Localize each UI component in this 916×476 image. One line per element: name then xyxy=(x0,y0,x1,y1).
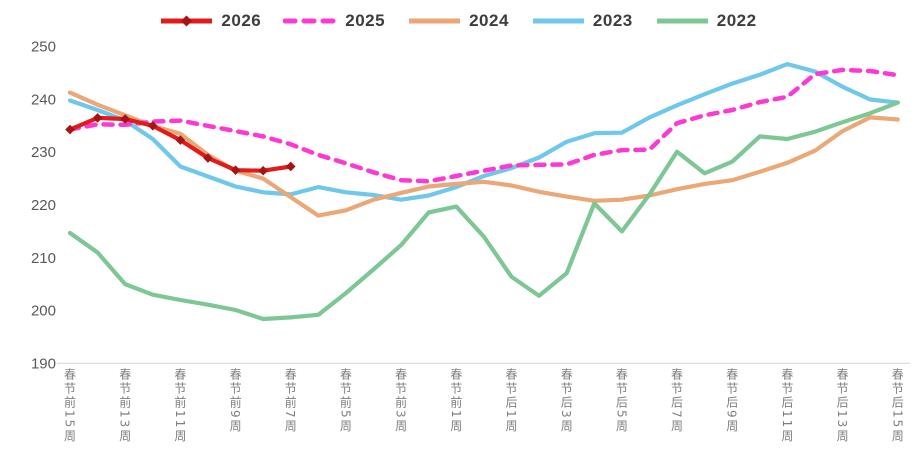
legend-item-2024: 2024 xyxy=(407,11,509,31)
data-point-marker-2026 xyxy=(258,165,268,176)
y-axis-tick-label: 200 xyxy=(31,303,56,320)
y-axis-tick-label: 220 xyxy=(31,197,56,214)
legend-item-2025: 2025 xyxy=(283,11,385,31)
legend-swatch-2023 xyxy=(532,18,584,24)
y-axis-tick-label: 230 xyxy=(31,144,56,161)
series-line-2022 xyxy=(67,100,900,322)
series-line-2024 xyxy=(67,90,900,218)
legend-label-2023: 2023 xyxy=(592,11,633,30)
legend-swatch-2026 xyxy=(161,15,213,27)
y-axis-tick-label: 190 xyxy=(31,355,56,372)
y-axis-tick-label: 250 xyxy=(31,39,56,56)
legend-item-2022: 2022 xyxy=(655,11,757,31)
series-line-2023 xyxy=(67,61,900,202)
legend-swatch-2022 xyxy=(656,18,708,24)
legend-label-2025: 2025 xyxy=(345,11,386,30)
data-point-marker-2026 xyxy=(230,165,241,175)
y-axis-tick-label: 240 xyxy=(31,91,56,108)
data-point-marker-2026 xyxy=(65,124,75,135)
legend-item-2026: 2026 xyxy=(159,11,261,31)
y-axis-tick-label: 210 xyxy=(31,250,56,267)
legend-label-2022: 2022 xyxy=(716,11,757,30)
legend-label-2026: 2026 xyxy=(221,11,262,30)
data-point-marker-2026 xyxy=(147,121,158,131)
data-point-marker-2026 xyxy=(203,153,213,163)
data-point-marker-2026 xyxy=(175,135,186,145)
data-point-marker-2026 xyxy=(120,114,130,124)
series-line-2025 xyxy=(67,67,901,184)
legend-label-2024: 2024 xyxy=(469,11,509,30)
legend-item-2023: 2023 xyxy=(531,11,633,31)
legend-swatch-2025 xyxy=(283,18,339,24)
data-point-marker-2026 xyxy=(92,113,103,123)
chart-legend: 2026 2025 2024 2023 2022 xyxy=(0,9,916,33)
legend-swatch-2024 xyxy=(409,18,461,24)
data-point-marker-2026 xyxy=(285,161,296,172)
